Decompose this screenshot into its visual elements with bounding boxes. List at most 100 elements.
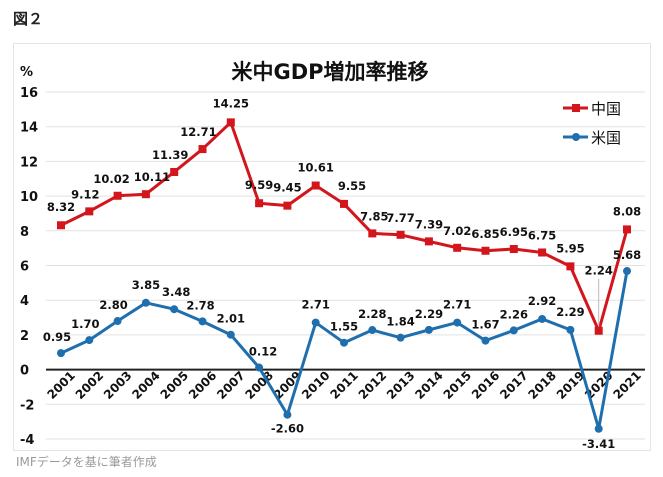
- data-point: [623, 225, 631, 234]
- data-point: [509, 326, 518, 335]
- legend-marker: [572, 104, 580, 112]
- data-point: [198, 145, 207, 154]
- data-label: 3.85: [132, 278, 160, 292]
- data-point: [226, 330, 235, 339]
- data-label: 2.29: [556, 305, 584, 319]
- data-label: 10.11: [134, 170, 170, 184]
- x-tick-label: 2016: [469, 368, 503, 402]
- data-point: [481, 336, 490, 345]
- y-tick-label: 0: [20, 364, 29, 379]
- data-label: 0.95: [43, 330, 71, 344]
- data-label: 2.01: [217, 312, 245, 326]
- data-point: [424, 237, 433, 246]
- data-label: 7.39: [415, 217, 443, 231]
- y-tick-label: 12: [20, 155, 38, 170]
- data-label: 5.95: [556, 241, 584, 255]
- data-label: 8.32: [47, 200, 75, 214]
- data-label: 2.71: [302, 298, 330, 312]
- data-label: 6.75: [528, 228, 556, 242]
- data-label: 6.85: [471, 227, 499, 241]
- y-tick-label: 16: [20, 86, 38, 101]
- data-label: 10.02: [93, 172, 129, 186]
- data-point: [481, 246, 490, 255]
- x-tick-label: 2005: [158, 368, 192, 402]
- data-label: -3.41: [582, 437, 615, 451]
- x-tick-label: 2012: [356, 368, 390, 402]
- data-point: [141, 190, 150, 199]
- data-point: [255, 363, 264, 372]
- data-label: 10.61: [298, 161, 334, 175]
- data-label: 2.26: [500, 307, 528, 321]
- x-tick-label: 2007: [214, 368, 248, 402]
- data-point: [538, 248, 547, 257]
- data-label: 1.70: [71, 317, 99, 331]
- data-label: 2.29: [415, 307, 443, 321]
- data-label: 7.77: [386, 211, 414, 225]
- data-point: [566, 325, 575, 334]
- data-label: 6.95: [500, 225, 528, 239]
- y-tick-label: 2: [20, 329, 29, 344]
- data-label: 7.02: [443, 224, 471, 238]
- data-point: [538, 314, 547, 323]
- data-label: 1.55: [330, 320, 358, 334]
- legend-marker: [572, 133, 580, 141]
- data-point: [453, 243, 462, 252]
- data-point: [170, 305, 179, 314]
- data-label: 9.45: [273, 181, 301, 195]
- x-tick-label: 2006: [186, 368, 220, 402]
- y-axis-unit: %: [20, 65, 33, 80]
- data-label: 12.71: [180, 125, 216, 139]
- data-label: 9.55: [338, 179, 366, 193]
- data-point: [340, 199, 348, 208]
- data-point: [283, 201, 292, 210]
- data-point: [340, 338, 348, 347]
- x-tick-label: 2001: [44, 368, 78, 402]
- data-point: [85, 336, 94, 345]
- data-label: 2.78: [186, 298, 214, 312]
- data-point: [368, 326, 377, 335]
- data-point: [283, 410, 292, 419]
- legend-label: 米国: [591, 129, 621, 147]
- data-point: [226, 118, 235, 127]
- x-tick-label: 2011: [327, 368, 361, 402]
- data-point: [311, 318, 320, 327]
- data-point: [141, 298, 150, 307]
- x-tick-label: 2014: [412, 368, 446, 402]
- data-label: 2.71: [443, 298, 471, 312]
- data-label: -2.60: [271, 422, 304, 436]
- y-tick-label: 8: [20, 225, 29, 240]
- x-tick-label: 2015: [441, 368, 475, 402]
- y-tick-label: -4: [20, 433, 34, 448]
- y-tick-label: 14: [20, 121, 38, 136]
- data-label: 9.12: [71, 187, 99, 201]
- data-point: [170, 167, 179, 176]
- data-point: [57, 221, 65, 230]
- data-point: [113, 317, 122, 326]
- y-tick-label: 10: [20, 190, 38, 205]
- chart-frame: [13, 43, 651, 451]
- data-label: 2.92: [528, 294, 556, 308]
- x-tick-label: 2013: [384, 368, 418, 402]
- data-label: 3.48: [162, 285, 190, 299]
- data-point: [198, 317, 207, 326]
- data-point: [113, 191, 122, 200]
- x-tick-label: 2004: [129, 368, 163, 402]
- data-point: [396, 333, 405, 342]
- data-point: [255, 199, 264, 208]
- data-point: [509, 245, 518, 254]
- y-tick-label: -2: [20, 398, 34, 413]
- data-point: [424, 325, 433, 334]
- data-point: [566, 262, 575, 271]
- data-point: [311, 181, 320, 190]
- data-label: 2.24: [585, 264, 613, 278]
- data-point: [57, 349, 65, 358]
- data-label: 1.67: [471, 318, 499, 332]
- data-label: 9.59: [245, 178, 273, 192]
- legend-label: 中国: [591, 100, 621, 118]
- data-label: 5.68: [613, 248, 641, 262]
- data-point: [623, 267, 631, 276]
- data-point: [85, 207, 94, 216]
- data-label: 11.39: [152, 148, 188, 162]
